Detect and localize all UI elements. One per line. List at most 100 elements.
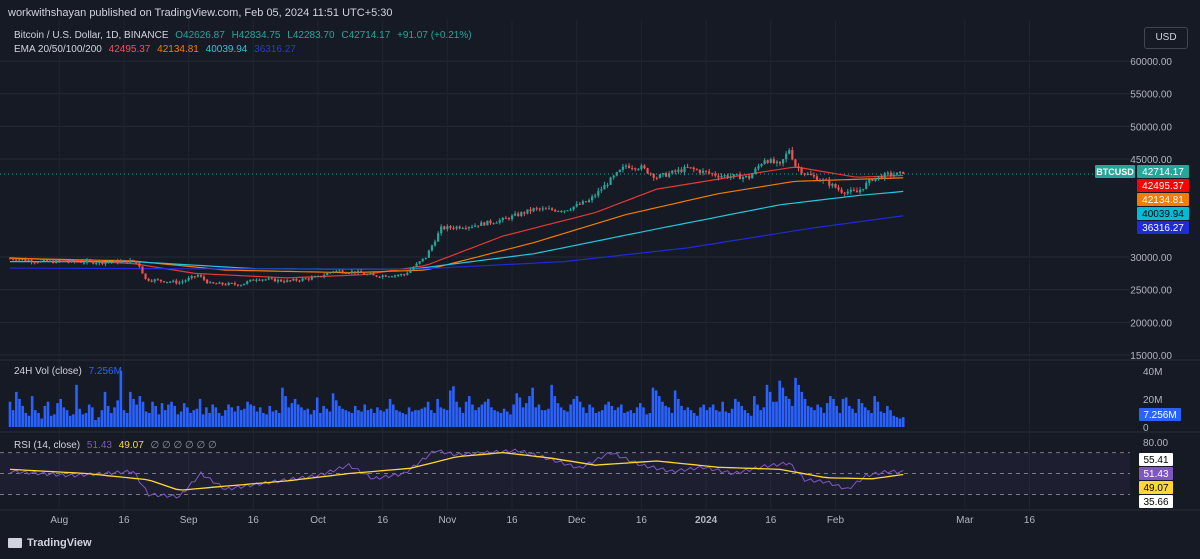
footer-brand[interactable]: TradingView bbox=[8, 537, 92, 549]
candle-body bbox=[421, 258, 424, 262]
volume-bar bbox=[91, 407, 94, 427]
candle-body bbox=[652, 173, 655, 178]
candle-body bbox=[292, 278, 295, 281]
volume-bar bbox=[645, 414, 648, 427]
candle-body bbox=[587, 200, 591, 203]
rsi-ma-line bbox=[9, 451, 904, 491]
volume-bar bbox=[192, 410, 196, 427]
volume-bar bbox=[474, 410, 477, 427]
volume-bar bbox=[686, 407, 690, 427]
volume-bar bbox=[566, 411, 569, 427]
candle-body bbox=[677, 169, 680, 172]
candle-body bbox=[150, 280, 153, 282]
candle-body bbox=[393, 275, 397, 277]
rsi-pane[interactable] bbox=[0, 448, 1130, 499]
change-value: +91.07 (+0.21%) bbox=[397, 30, 472, 41]
volume-bar bbox=[524, 403, 528, 427]
candle-body bbox=[175, 280, 178, 284]
candle-body bbox=[116, 260, 119, 263]
price-tick-label: 20000.00 bbox=[1130, 318, 1172, 329]
volume-bar bbox=[401, 412, 405, 427]
volume-bar bbox=[211, 404, 215, 427]
price-tag-bg bbox=[1137, 221, 1189, 234]
ema-label: EMA 20/50/100/200 bbox=[14, 44, 102, 55]
volume-bar bbox=[379, 410, 382, 427]
volume-bar bbox=[547, 408, 550, 427]
volume-bar bbox=[429, 410, 433, 427]
ema-legend[interactable]: EMA 20/50/100/200 42495.37 42134.81 4003… bbox=[14, 44, 300, 55]
candle-body bbox=[597, 190, 600, 196]
candle-body bbox=[837, 187, 840, 190]
volume-bars[interactable] bbox=[8, 370, 905, 427]
volume-bar bbox=[639, 403, 642, 427]
volume-bar bbox=[344, 410, 348, 427]
volume-bar bbox=[30, 396, 34, 427]
price-tick-label: 45000.00 bbox=[1130, 155, 1172, 166]
candle-body bbox=[202, 276, 206, 280]
currency-button[interactable]: USD bbox=[1144, 27, 1188, 49]
candle-body bbox=[843, 192, 846, 194]
volume-bar bbox=[382, 411, 386, 427]
volume-bar bbox=[34, 410, 37, 427]
volume-bar bbox=[11, 410, 15, 427]
candle-body bbox=[529, 209, 532, 212]
candle-body bbox=[720, 176, 723, 178]
rsi-tag-bg bbox=[1139, 467, 1173, 480]
volume-bar bbox=[600, 410, 604, 427]
volume-bar bbox=[753, 396, 756, 427]
volume-bar bbox=[68, 415, 72, 427]
candle-body bbox=[82, 262, 86, 264]
candle-body bbox=[846, 191, 849, 194]
candle-body bbox=[319, 276, 323, 278]
grid-lines bbox=[0, 20, 1200, 511]
candle-body bbox=[708, 171, 711, 174]
candle-body bbox=[107, 262, 110, 264]
candle-body bbox=[209, 282, 212, 284]
volume-bar bbox=[819, 407, 823, 427]
volume-bar bbox=[198, 398, 202, 427]
volume-bar bbox=[610, 405, 614, 427]
candle-body bbox=[763, 160, 766, 165]
candle-body bbox=[396, 275, 400, 277]
candle-body bbox=[236, 284, 240, 286]
volume-bar bbox=[664, 405, 667, 427]
candle-body bbox=[495, 222, 498, 224]
volume-bar bbox=[293, 398, 297, 427]
rsi-empty-values: ∅ ∅ ∅ ∅ ∅ ∅ bbox=[150, 440, 217, 451]
volume-bar bbox=[208, 412, 211, 427]
rsi-tick-label: 80.00 bbox=[1143, 438, 1168, 449]
candle-body bbox=[775, 161, 779, 164]
volume-bar bbox=[167, 404, 170, 427]
time-tick-label: 16 bbox=[248, 515, 260, 526]
ema-line bbox=[9, 166, 904, 279]
main-legend[interactable]: Bitcoin / U.S. Dollar, 1D, BINANCE O4262… bbox=[14, 30, 476, 41]
axes: 60000.00 55000.00 50000.00 45000.00 30000.00… bbox=[50, 57, 1172, 526]
volume-bar bbox=[246, 401, 249, 427]
volume-bar bbox=[303, 410, 306, 427]
candlestick-series[interactable] bbox=[8, 146, 905, 287]
candle-body bbox=[612, 175, 615, 178]
volume-bar bbox=[797, 384, 800, 427]
candle-body bbox=[187, 278, 190, 281]
candle-body bbox=[532, 208, 535, 212]
volume-bar bbox=[141, 401, 145, 427]
candle-body bbox=[159, 279, 163, 282]
price-tick-label: 25000.00 bbox=[1130, 286, 1172, 297]
volume-bar bbox=[271, 411, 275, 427]
candle-body bbox=[640, 165, 643, 170]
candle-body bbox=[233, 283, 236, 285]
volume-bar bbox=[882, 412, 886, 427]
candle-body bbox=[273, 278, 276, 282]
candle-body bbox=[27, 260, 30, 262]
candle-body bbox=[141, 266, 144, 274]
candle-body bbox=[329, 272, 332, 274]
candle-body bbox=[132, 259, 135, 261]
candle-body bbox=[674, 170, 677, 172]
candle-body bbox=[347, 273, 350, 275]
time-tick-label: Oct bbox=[310, 515, 326, 526]
volume-legend[interactable]: 24H Vol (close) 7.256M bbox=[14, 366, 126, 377]
rsi-legend[interactable]: RSI (14, close) 51.43 49.07 ∅ ∅ ∅ ∅ ∅ ∅ bbox=[14, 440, 221, 451]
candle-body bbox=[313, 276, 317, 278]
low-value: L42283.70 bbox=[287, 30, 335, 41]
